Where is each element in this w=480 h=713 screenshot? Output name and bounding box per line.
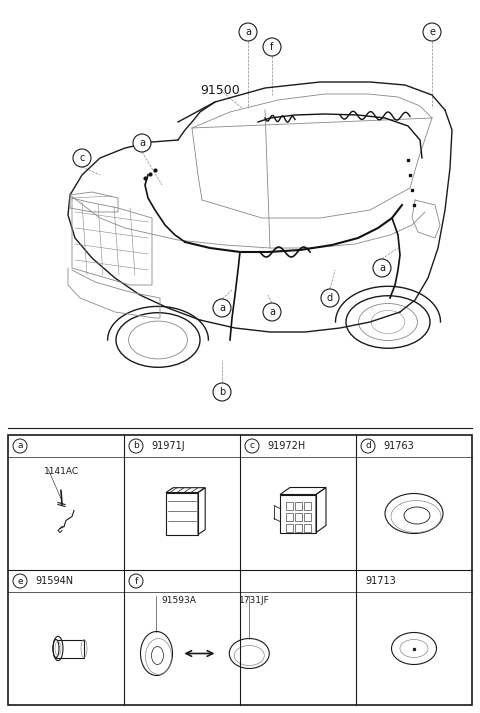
Bar <box>295 523 302 531</box>
Bar <box>304 523 311 531</box>
Text: a: a <box>139 138 145 148</box>
Bar <box>286 501 293 510</box>
Circle shape <box>129 439 143 453</box>
Text: 91763: 91763 <box>383 441 414 451</box>
Circle shape <box>423 23 441 41</box>
Circle shape <box>73 149 91 167</box>
Circle shape <box>373 259 391 277</box>
Bar <box>286 523 293 531</box>
Circle shape <box>263 38 281 56</box>
Text: a: a <box>245 27 251 37</box>
Text: d: d <box>327 293 333 303</box>
Text: 1141AC: 1141AC <box>44 467 79 476</box>
Bar <box>304 513 311 520</box>
Text: 91500: 91500 <box>200 83 240 96</box>
Text: a: a <box>219 303 225 313</box>
Circle shape <box>245 439 259 453</box>
Text: e: e <box>429 27 435 37</box>
Text: 91593A: 91593A <box>161 596 196 605</box>
Text: e: e <box>17 577 23 585</box>
Circle shape <box>321 289 339 307</box>
Circle shape <box>361 439 375 453</box>
Circle shape <box>213 383 231 401</box>
Bar <box>295 513 302 520</box>
Circle shape <box>133 134 151 152</box>
Bar <box>280 495 316 533</box>
Bar <box>304 501 311 510</box>
Text: 91971J: 91971J <box>151 441 185 451</box>
Text: b: b <box>219 387 225 397</box>
Text: c: c <box>250 441 254 451</box>
Text: 91594N: 91594N <box>35 576 73 586</box>
Circle shape <box>13 574 27 588</box>
Text: 1731JF: 1731JF <box>239 596 270 605</box>
Bar <box>8 435 472 705</box>
Text: 91713: 91713 <box>365 576 396 586</box>
Bar <box>295 501 302 510</box>
Text: a: a <box>379 263 385 273</box>
Ellipse shape <box>53 640 59 657</box>
Circle shape <box>263 303 281 321</box>
Text: a: a <box>17 441 23 451</box>
Circle shape <box>129 574 143 588</box>
Text: b: b <box>133 441 139 451</box>
Bar <box>166 493 198 535</box>
Circle shape <box>13 439 27 453</box>
Text: 91972H: 91972H <box>267 441 305 451</box>
Circle shape <box>213 299 231 317</box>
Text: a: a <box>269 307 275 317</box>
Text: f: f <box>270 42 274 52</box>
Text: f: f <box>134 577 138 585</box>
Circle shape <box>239 23 257 41</box>
Text: d: d <box>365 441 371 451</box>
Bar <box>286 513 293 520</box>
Bar <box>56 640 84 657</box>
Text: c: c <box>79 153 84 163</box>
